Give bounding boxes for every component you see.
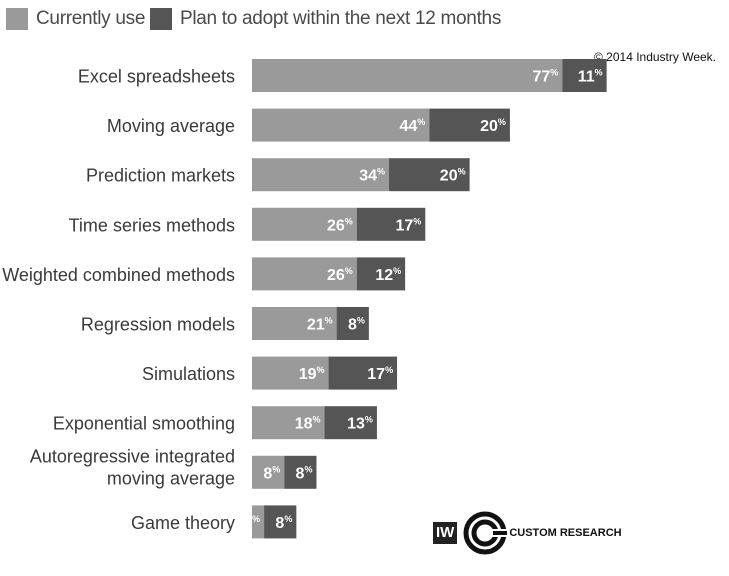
category-label-4: Weighted combined methods <box>2 265 235 285</box>
bar-plan-7 <box>324 406 377 440</box>
bar-plan-2 <box>389 158 470 192</box>
bar-plan-0 <box>562 59 607 92</box>
category-label-1: Moving average <box>107 116 235 136</box>
copyright-notice: © 2014 Industry Week. <box>594 50 717 64</box>
bar-current-9 <box>252 505 265 539</box>
category-label-3: Time series methods <box>69 215 235 235</box>
bar-plan-3 <box>356 207 426 241</box>
logo-text: CUSTOM RESEARCH <box>509 527 622 539</box>
category-label-7: Exponential smoothing <box>53 414 235 434</box>
bar-plan-9 <box>264 505 297 539</box>
bar-plan-6 <box>328 356 398 390</box>
legend-plan: Plan to adopt within the next 12 months <box>150 8 501 30</box>
category-label-8-line0: Autoregressive integrated <box>30 446 235 466</box>
bar-current-6 <box>252 356 329 390</box>
bar-current-0 <box>252 59 563 92</box>
category-label-2: Prediction markets <box>86 166 235 186</box>
bar-current-2 <box>252 158 390 192</box>
bar-plan-1 <box>429 108 510 142</box>
bar-current-1 <box>252 108 430 142</box>
bar-current-3 <box>252 207 357 241</box>
bar-current-4 <box>252 257 357 291</box>
category-label-6: Simulations <box>142 364 235 384</box>
legend-current: Currently use <box>6 8 145 30</box>
category-label-0: Excel spreadsheets <box>78 67 235 87</box>
bar-plan-5 <box>336 307 369 340</box>
c-logo-icon <box>463 511 508 555</box>
bar-current-7 <box>252 406 325 440</box>
custom-research-logo: IW CUSTOM RESEARCH <box>433 511 622 555</box>
category-label-9: Game theory <box>131 513 235 533</box>
iw-logo-box: IW <box>433 522 458 544</box>
legend-current-swatch <box>6 8 28 30</box>
category-label-5: Regression models <box>81 315 235 335</box>
bar-current-5 <box>252 307 337 340</box>
legend-plan-swatch <box>150 8 172 30</box>
bar-plan-8 <box>284 455 317 489</box>
bar-current-8 <box>252 455 285 489</box>
category-label-8-line1: moving average <box>107 468 235 488</box>
bar-plan-4 <box>356 257 406 291</box>
legend-plan-label: Plan to adopt within the next 12 months <box>180 8 502 29</box>
legend-current-label: Currently use <box>36 8 146 29</box>
